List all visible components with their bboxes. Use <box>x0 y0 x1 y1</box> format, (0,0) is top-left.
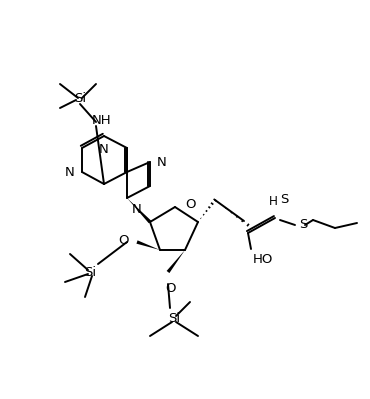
Text: H: H <box>269 195 278 208</box>
Text: O: O <box>185 198 195 211</box>
Text: N: N <box>65 166 75 178</box>
Text: Si: Si <box>84 265 96 279</box>
Text: N: N <box>157 156 167 168</box>
Text: S: S <box>299 219 307 231</box>
Text: HO: HO <box>253 253 273 266</box>
Text: N: N <box>132 203 142 216</box>
Polygon shape <box>166 250 185 273</box>
Polygon shape <box>127 198 151 223</box>
Text: O: O <box>118 233 129 247</box>
Text: S: S <box>280 193 288 206</box>
Text: Si: Si <box>168 312 180 324</box>
Text: Si: Si <box>74 91 86 105</box>
Text: N: N <box>99 143 109 156</box>
Text: O: O <box>165 282 175 295</box>
Text: NH: NH <box>92 115 112 128</box>
Polygon shape <box>137 240 160 250</box>
